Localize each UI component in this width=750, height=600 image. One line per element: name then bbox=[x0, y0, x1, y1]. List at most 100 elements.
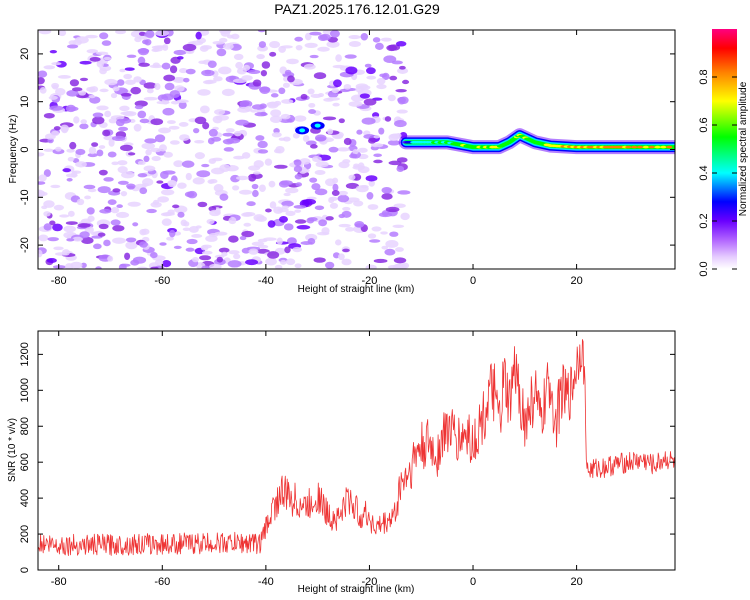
y-tick-label: 10 bbox=[19, 96, 31, 108]
noise-blob bbox=[342, 206, 351, 211]
noise-blob bbox=[338, 161, 350, 169]
noise-blob bbox=[65, 104, 76, 113]
noise-blob bbox=[338, 253, 345, 261]
noise-blob bbox=[386, 44, 398, 52]
noise-blob bbox=[120, 190, 128, 197]
noise-blob bbox=[169, 140, 180, 145]
noise-blob bbox=[62, 168, 71, 173]
noise-blob bbox=[167, 120, 176, 125]
noise-blob bbox=[117, 166, 128, 174]
noise-blob bbox=[334, 239, 342, 246]
noise-blob bbox=[284, 69, 292, 76]
noise-blob bbox=[363, 98, 377, 106]
top-x-axis-label: Height of straight line (km) bbox=[298, 284, 415, 295]
noise-blob bbox=[268, 180, 276, 188]
noise-blob bbox=[174, 85, 185, 92]
x-tick-label: -40 bbox=[258, 576, 274, 588]
noise-blob bbox=[86, 207, 95, 215]
noise-blob bbox=[396, 165, 405, 172]
noise-blob bbox=[137, 48, 150, 54]
noise-blob bbox=[63, 225, 76, 233]
noise-blob bbox=[233, 253, 241, 260]
noise-blob bbox=[202, 244, 212, 249]
noise-blob bbox=[59, 214, 70, 218]
x-tick-label: 20 bbox=[570, 275, 582, 287]
noise-blob bbox=[151, 156, 161, 162]
snr-frame bbox=[37, 330, 676, 571]
noise-blob bbox=[144, 138, 157, 144]
colorbar-ticks: 0.0 0.2 0.4 0.6 0.8 bbox=[698, 69, 737, 277]
noise-blob bbox=[400, 212, 410, 221]
noise-blob bbox=[257, 30, 266, 33]
noise-blob bbox=[242, 64, 251, 71]
noise-blob bbox=[228, 216, 237, 225]
noise-blob bbox=[344, 54, 357, 59]
noise-blob bbox=[384, 248, 396, 256]
noise-blob bbox=[341, 258, 352, 266]
noise-blob bbox=[241, 230, 255, 238]
noise-blob bbox=[134, 100, 148, 107]
noise-blob bbox=[150, 266, 159, 269]
noise-blob bbox=[317, 46, 330, 52]
colorbar-label: Normalized spectral amplitude bbox=[738, 81, 749, 216]
noise-blob bbox=[65, 263, 74, 269]
noise-blob bbox=[139, 118, 150, 124]
noise-blob bbox=[218, 66, 232, 75]
noise-blob bbox=[294, 209, 302, 213]
noise-blob bbox=[355, 185, 369, 193]
noise-blob bbox=[252, 189, 259, 198]
noise-blob bbox=[396, 67, 409, 74]
noise-blob bbox=[43, 223, 52, 231]
noise-blob bbox=[294, 263, 302, 269]
noise-blob bbox=[53, 246, 64, 251]
noise-blob bbox=[108, 138, 115, 147]
noise-blob bbox=[172, 204, 180, 209]
noise-blob bbox=[366, 67, 376, 75]
noise-blob bbox=[216, 48, 227, 57]
noise-blob bbox=[392, 224, 405, 229]
noise-blob bbox=[211, 136, 222, 142]
noise-blob bbox=[285, 258, 296, 266]
noise-blob bbox=[257, 244, 269, 249]
noise-blob bbox=[124, 252, 131, 261]
noise-blob bbox=[258, 41, 267, 48]
noise-blob bbox=[338, 213, 346, 219]
noise-layer bbox=[38, 30, 411, 269]
noise-blob bbox=[219, 30, 232, 35]
noise-blob bbox=[87, 188, 97, 193]
noise-blob bbox=[51, 61, 62, 66]
colorbar-gradient bbox=[712, 29, 737, 269]
noise-blob bbox=[87, 153, 98, 158]
noise-blob bbox=[101, 40, 112, 46]
noise-blob bbox=[233, 155, 245, 160]
noise-blob bbox=[213, 76, 223, 82]
noise-blob bbox=[228, 235, 239, 243]
noise-blob bbox=[103, 239, 111, 247]
noise-blob bbox=[182, 43, 197, 52]
noise-blob bbox=[194, 116, 207, 125]
noise-blob bbox=[80, 119, 87, 125]
noise-blob bbox=[151, 45, 164, 49]
noise-blob bbox=[163, 74, 176, 82]
noise-blob bbox=[395, 41, 407, 47]
noise-blob bbox=[176, 56, 184, 60]
noise-blob bbox=[97, 186, 111, 194]
noise-blob bbox=[314, 188, 328, 196]
bottom-y-axis: 0 200 400 600 800 1000 1200 bbox=[19, 342, 675, 573]
noise-blob bbox=[49, 50, 58, 54]
noise-blob bbox=[331, 190, 340, 196]
noise-blob bbox=[280, 45, 293, 49]
noise-blob bbox=[233, 53, 244, 61]
noise-blob bbox=[361, 117, 376, 125]
noise-blob bbox=[385, 206, 400, 213]
noise-blob bbox=[251, 241, 265, 246]
x-tick-label: -80 bbox=[51, 275, 67, 287]
y-tick-label: 200 bbox=[19, 525, 31, 543]
noise-blob bbox=[197, 89, 211, 96]
noise-blob bbox=[214, 109, 226, 115]
noise-blob bbox=[357, 147, 368, 153]
x-tick-label: -20 bbox=[361, 275, 377, 287]
noise-blob bbox=[139, 229, 147, 236]
noise-blob bbox=[370, 143, 384, 148]
noise-blob bbox=[143, 155, 150, 163]
